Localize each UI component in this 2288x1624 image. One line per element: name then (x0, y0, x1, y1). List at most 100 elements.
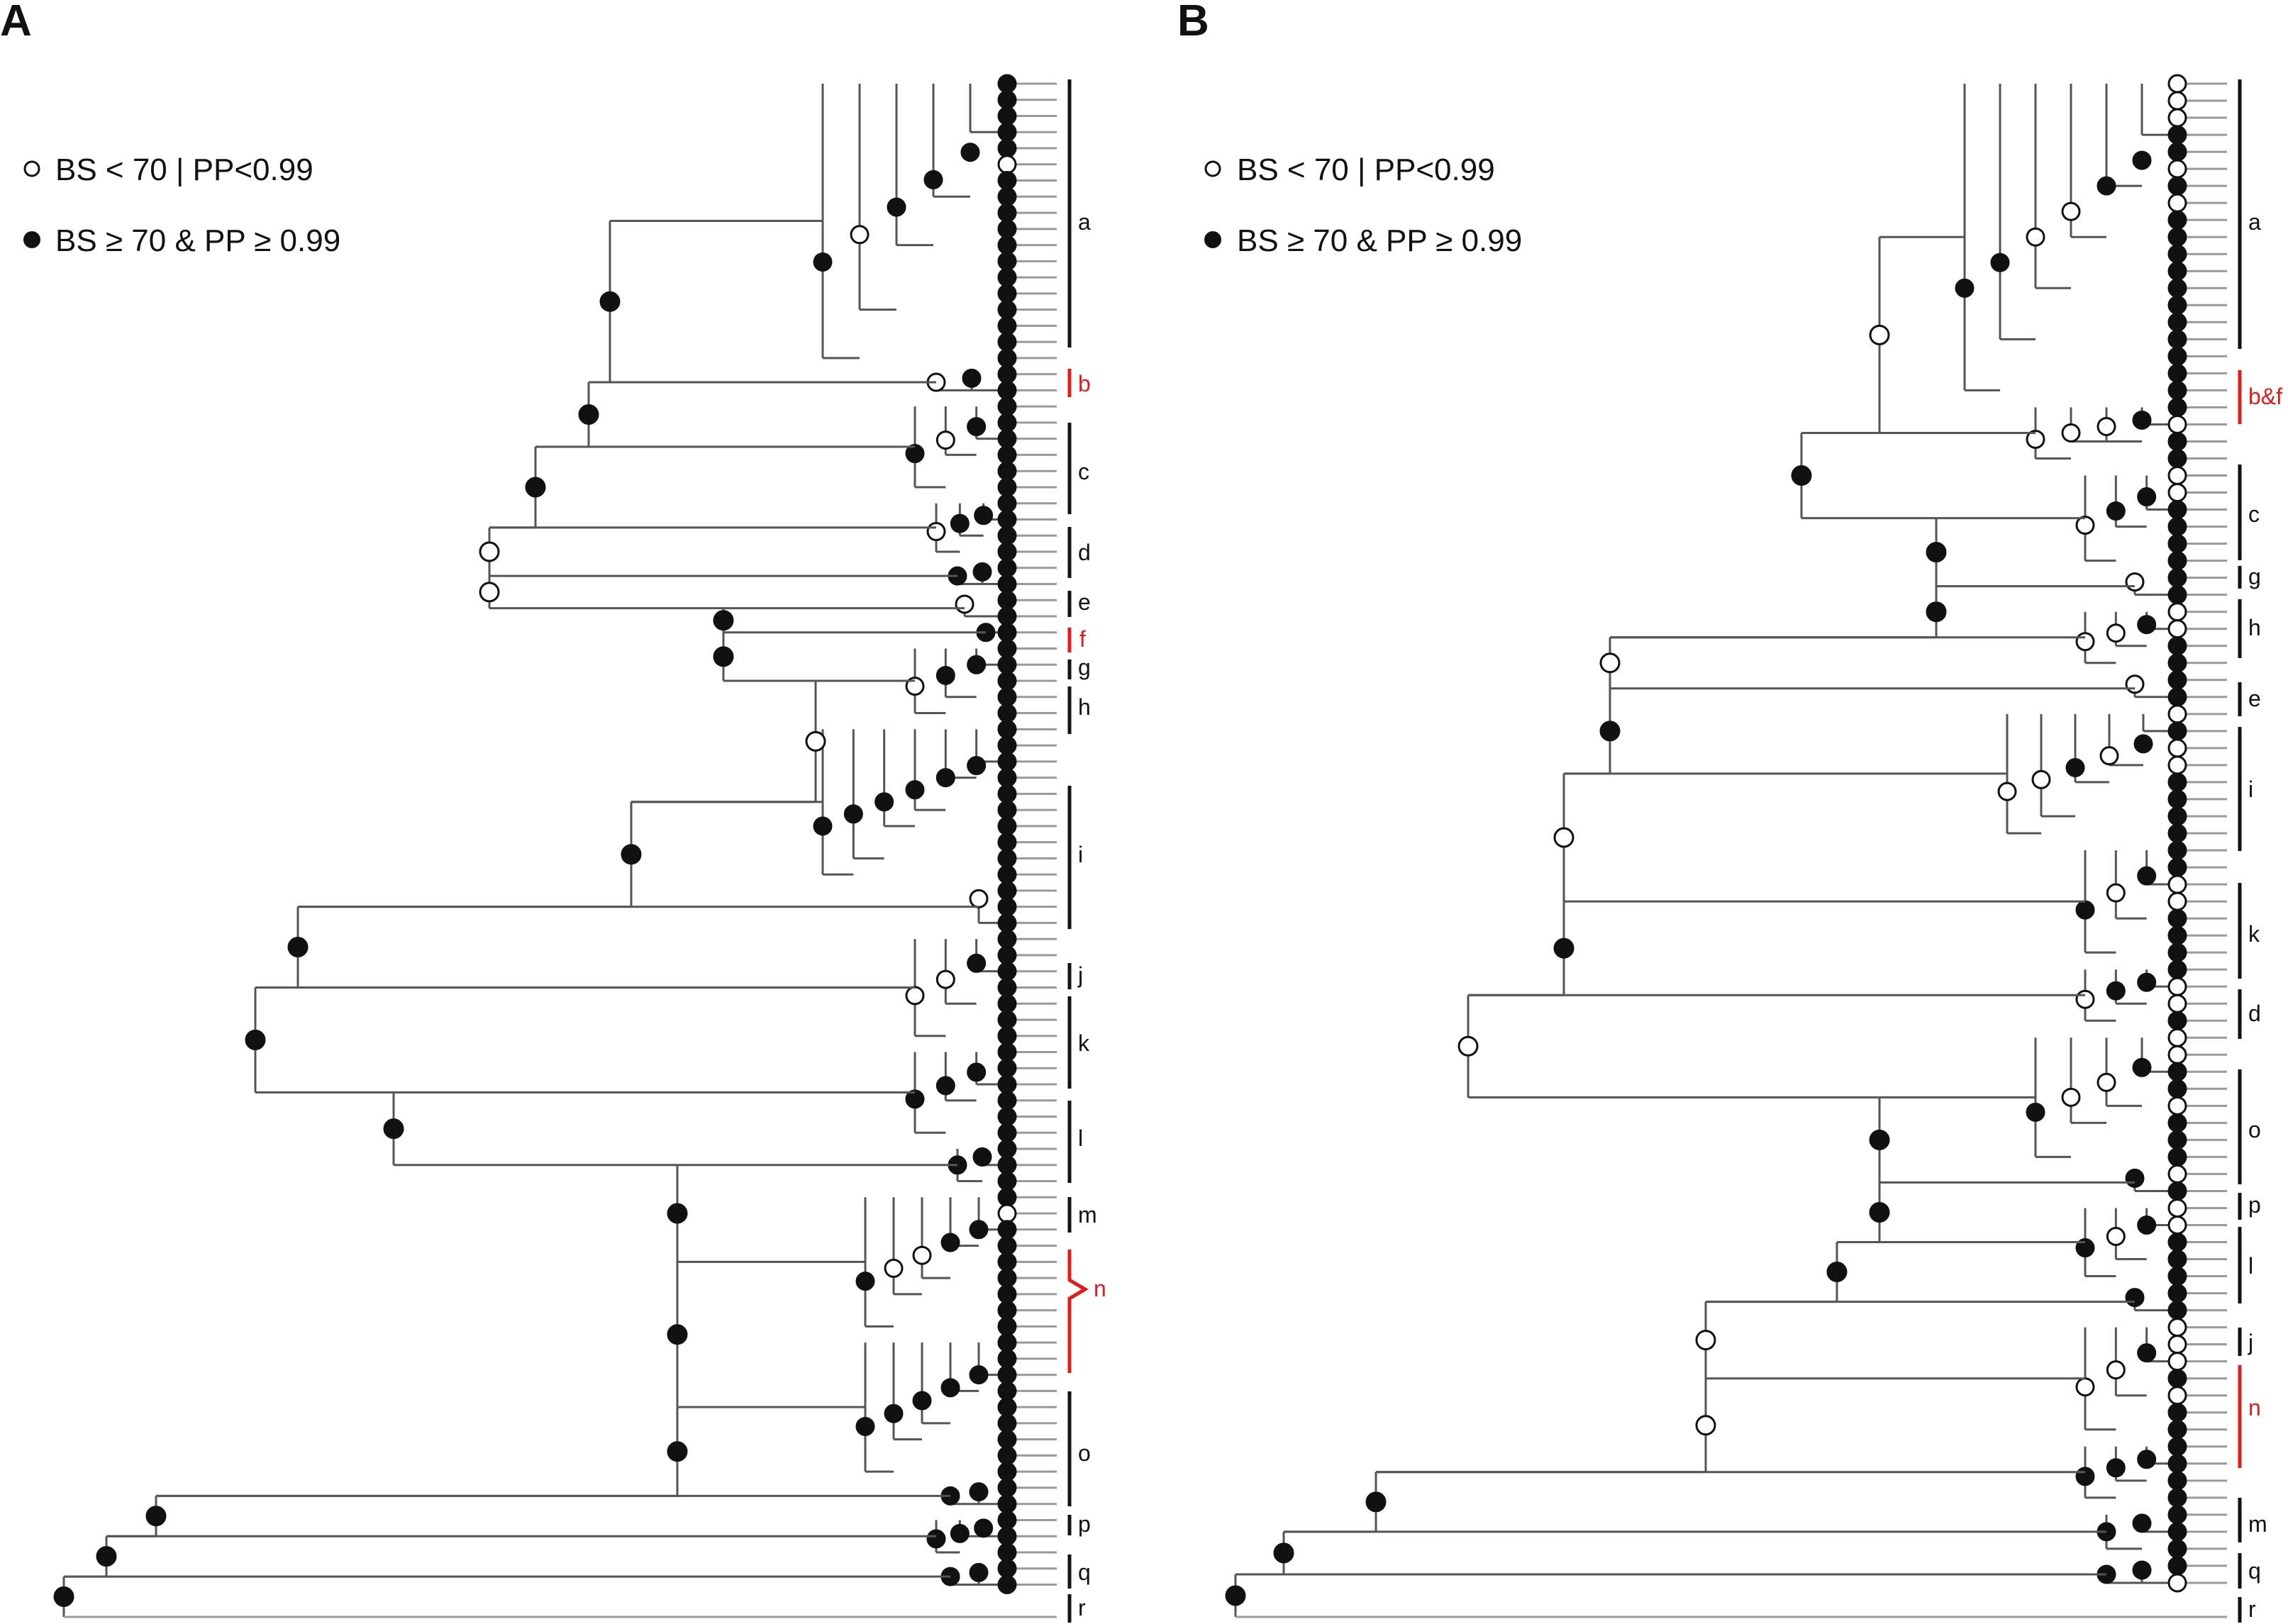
legend-open-text: BS < 70 | PP<0.99 (1237, 152, 1495, 187)
clade-label-a-n: n (1094, 1276, 1106, 1301)
backbone-node-filled (578, 404, 599, 426)
support-node-filled (2137, 1215, 2157, 1235)
support-node-open (2167, 108, 2187, 128)
support-node-filled (969, 1365, 989, 1385)
support-node-filled (2167, 687, 2187, 707)
support-node-open (1997, 782, 2017, 801)
support-node-filled (2132, 410, 2152, 430)
support-node-open (2061, 1087, 2081, 1107)
support-node-filled (2167, 210, 2187, 230)
support-node-filled (935, 1076, 955, 1096)
backbone-node-filled (145, 1506, 167, 1527)
support-node-open (2097, 1072, 2116, 1092)
backbone-node-filled (1869, 1129, 1890, 1150)
support-node-open (2075, 989, 2095, 1009)
support-node-filled (2167, 806, 2187, 826)
backbone-node-filled (1926, 542, 1947, 563)
support-node-filled (997, 1236, 1017, 1256)
support-node-open (850, 225, 870, 245)
support-node-filled (2132, 150, 2152, 170)
backbone-node-filled (667, 1324, 688, 1345)
support-node-filled (997, 881, 1017, 901)
support-node-filled (2167, 431, 2187, 451)
support-node-open (955, 594, 974, 614)
backbone-node-filled (287, 937, 309, 958)
support-node-filled (1990, 252, 2010, 272)
legend-a: BS < 70 | PP<0.99 BS ≥ 70 & PP ≥ 0.99 (23, 152, 340, 258)
support-node-open (2167, 414, 2187, 434)
support-node-open (935, 430, 955, 450)
support-node-open (2061, 423, 2081, 443)
support-node-filled (962, 368, 982, 388)
clade-label-b-g: g (2248, 564, 2261, 589)
backbone-node-open (1695, 1415, 1716, 1436)
support-node-filled (2167, 517, 2187, 537)
support-node-filled (997, 1026, 1017, 1046)
support-node-filled (997, 1107, 1017, 1127)
backbone-node-open (479, 582, 500, 603)
support-node-filled (2132, 1513, 2152, 1533)
support-node-filled (997, 316, 1017, 335)
panel-label-a: A (0, 0, 32, 45)
support-node-filled (2167, 278, 2187, 298)
support-node-filled (2167, 568, 2187, 588)
support-node-open (2167, 874, 2187, 894)
support-node-filled (997, 461, 1017, 481)
support-node-open (2026, 429, 2045, 449)
support-node-filled (2167, 329, 2187, 349)
support-node-filled (2167, 1369, 2187, 1389)
support-node-filled (997, 1091, 1017, 1111)
support-node-filled (2167, 1062, 2187, 1081)
support-node-filled (2106, 981, 2126, 1001)
support-node-filled (997, 945, 1017, 965)
support-node-filled (887, 197, 906, 217)
support-node-filled (997, 365, 1017, 384)
backbone-node-open (805, 730, 826, 752)
support-node-filled (997, 1462, 1017, 1481)
support-node-filled (997, 1542, 1017, 1562)
clade-label-a-h: h (1078, 694, 1091, 720)
support-node-filled (997, 1413, 1017, 1433)
support-node-open (2167, 994, 2187, 1013)
support-node-open (2167, 1164, 2187, 1184)
support-node-filled (997, 639, 1017, 659)
support-node-filled (969, 1482, 989, 1502)
backbone-node-filled (1826, 1262, 1848, 1283)
support-node-filled (997, 542, 1017, 562)
clade-label-b-n: n (2248, 1395, 2261, 1420)
support-node-filled (2167, 1505, 2187, 1525)
support-node-filled (2167, 721, 2187, 741)
backbone-node-filled (1225, 1585, 1246, 1606)
support-node-filled (2167, 1113, 2187, 1133)
support-node-open (2167, 755, 2187, 775)
support-node-filled (2167, 1488, 2187, 1508)
support-node-filled (997, 816, 1017, 836)
support-node-filled (2167, 1079, 2187, 1099)
support-node-open (2106, 1360, 2126, 1380)
support-node-filled (997, 1010, 1017, 1030)
support-node-filled (2137, 972, 2157, 992)
clade-label-a-p: p (1078, 1511, 1091, 1537)
support-node-filled (2167, 534, 2187, 554)
support-node-filled (935, 665, 955, 685)
clade-label-b-m: m (2248, 1511, 2267, 1537)
backbone-node-filled (667, 1441, 688, 1462)
support-node-filled (997, 848, 1017, 868)
support-node-filled (997, 90, 1017, 110)
support-node-filled (843, 804, 863, 824)
support-node-filled (997, 1559, 1017, 1579)
support-node-filled (2167, 1403, 2187, 1423)
support-node-filled (2167, 1539, 2187, 1559)
support-node-open (2167, 602, 2187, 622)
backbone-node-filled (525, 477, 546, 498)
clade-label-b-j: j (2248, 1330, 2253, 1355)
support-node-filled (997, 1252, 1017, 1272)
support-node-filled (997, 833, 1017, 852)
support-node-filled (2167, 227, 2187, 247)
support-node-open (2167, 1045, 2187, 1064)
support-node-filled (997, 284, 1017, 304)
support-node-filled (2167, 908, 2187, 928)
legend-filled-text: BS ≥ 70 & PP ≥ 0.99 (55, 223, 340, 258)
support-node-filled (997, 1430, 1017, 1450)
support-node-open (2167, 704, 2187, 724)
